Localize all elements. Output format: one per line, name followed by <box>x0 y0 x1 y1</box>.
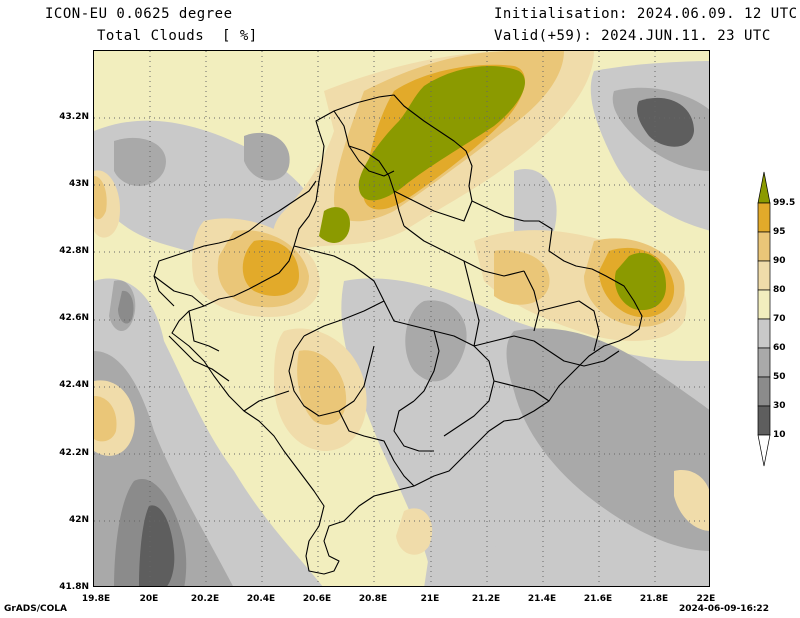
cloud-region <box>242 240 299 296</box>
cloud-region <box>319 207 350 243</box>
region-border <box>333 110 395 177</box>
x-tick-label: 21E <box>420 594 440 604</box>
y-tick-label: 41.8N <box>59 582 89 592</box>
colorbar-swatch-50 <box>757 347 771 378</box>
field-title: Total Clouds [ %] <box>97 28 258 44</box>
region-border <box>303 300 385 337</box>
region-border <box>443 345 495 437</box>
x-tick-label: 20.6E <box>302 594 332 604</box>
region-border <box>538 300 600 352</box>
map-canvas <box>94 51 709 586</box>
x-tick-label: 22E <box>696 594 716 604</box>
cloud-region <box>244 132 290 181</box>
x-tick-label: 21.4E <box>527 594 557 604</box>
region-border <box>473 335 550 352</box>
region-border <box>338 410 395 462</box>
legend-label: 60 <box>773 343 786 353</box>
footer-credit: GrADS/COLA <box>4 604 67 614</box>
cloud-region <box>674 470 709 531</box>
x-tick-label: 20.2E <box>190 594 220 604</box>
colorbar-top-triangle <box>757 171 771 204</box>
region-border <box>293 245 385 302</box>
x-tick-label: 20.8E <box>358 594 388 604</box>
x-tick-label: 21.2E <box>471 594 501 604</box>
region-border <box>493 380 550 402</box>
region-border <box>413 330 440 402</box>
legend-label: 70 <box>773 314 786 324</box>
colorbar-legend <box>757 171 771 467</box>
region-border <box>153 275 205 307</box>
x-tick-label: 21.6E <box>583 594 613 604</box>
administrative-borders <box>153 94 643 575</box>
legend-label: 30 <box>773 401 786 411</box>
legend-label: 80 <box>773 285 786 295</box>
country-border <box>171 94 643 575</box>
legend-label: 95 <box>773 227 786 237</box>
y-tick-label: 42.6N <box>59 313 89 323</box>
cloud-region <box>114 137 166 186</box>
colorbar-swatch-95 <box>757 202 771 233</box>
y-tick-label: 42N <box>68 515 89 525</box>
region-border <box>153 180 317 307</box>
legend-label: 50 <box>773 372 786 382</box>
colorbar-swatch-70 <box>757 289 771 320</box>
colorbar-swatch-60 <box>757 318 771 349</box>
valid-time: Valid(+59): 2024.JUN.11. 23 UTC <box>494 28 771 44</box>
cloud-region <box>94 396 117 442</box>
y-tick-label: 42.4N <box>59 380 89 390</box>
region-border <box>288 335 320 417</box>
x-tick-label: 19.8E <box>81 594 111 604</box>
region-border <box>243 390 290 412</box>
legend-label: 99.5 <box>773 198 796 208</box>
cloud-region <box>118 290 134 324</box>
region-border <box>393 190 473 222</box>
colorbar-swatch-10 <box>757 405 771 436</box>
cloud-region <box>396 508 433 555</box>
legend-label: 90 <box>773 256 786 266</box>
cloud-region <box>614 252 666 311</box>
y-tick-label: 42.8N <box>59 246 89 256</box>
init-time: Initialisation: 2024.06.09. 12 UTC <box>494 6 798 22</box>
colorbar-swatch-30 <box>757 376 771 407</box>
region-border <box>318 345 375 417</box>
x-tick-label: 21.8E <box>639 594 669 604</box>
cloud-yellow-regions <box>94 51 709 555</box>
region-border <box>393 400 434 452</box>
cloud-cover-map <box>93 50 710 587</box>
cloud-region <box>637 97 694 147</box>
colorbar-swatch-90 <box>757 231 771 262</box>
x-tick-label: 20.4E <box>246 594 276 604</box>
x-tick-label: 20E <box>139 594 159 604</box>
cloud-region <box>506 328 709 551</box>
y-tick-label: 43N <box>68 179 89 189</box>
region-border <box>463 260 480 347</box>
y-tick-label: 43.2N <box>59 112 89 122</box>
cloud-region <box>139 505 175 586</box>
cloud-region <box>94 176 107 220</box>
region-border <box>188 310 220 352</box>
colorbar-bottom-triangle <box>757 434 771 467</box>
cloud-region <box>494 250 550 305</box>
cloud-region <box>297 350 347 425</box>
legend-label: 10 <box>773 430 786 440</box>
cloud-region <box>424 519 500 586</box>
region-border <box>548 350 620 367</box>
y-tick-label: 42.2N <box>59 448 89 458</box>
region-border <box>348 145 405 227</box>
region-border <box>168 335 230 382</box>
region-border <box>523 270 540 332</box>
region-border <box>383 300 475 347</box>
colorbar-swatch-80 <box>757 260 771 291</box>
model-title: ICON-EU 0.0625 degree <box>45 6 233 22</box>
region-border <box>393 460 415 487</box>
footer-timestamp: 2024-06-09-16:22 <box>679 604 769 614</box>
